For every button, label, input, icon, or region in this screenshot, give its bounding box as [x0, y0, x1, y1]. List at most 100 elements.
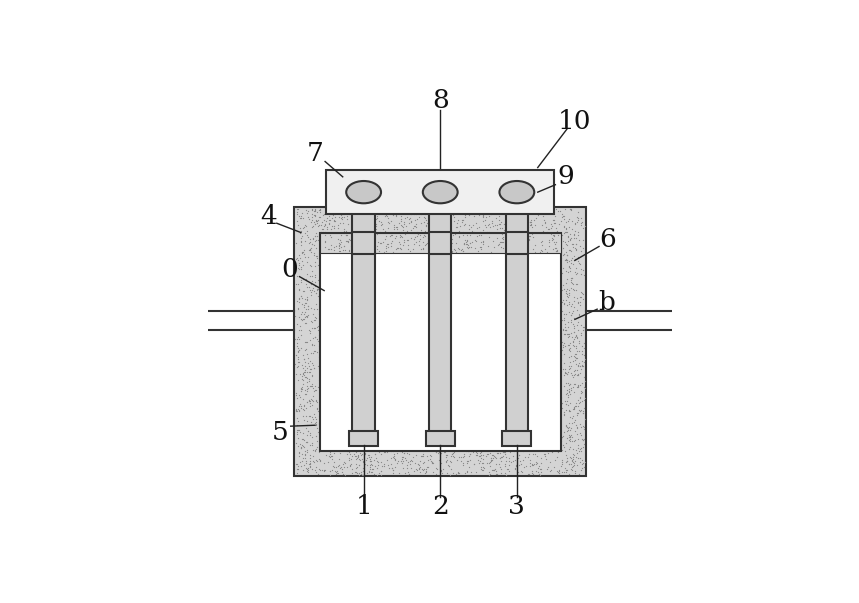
- Point: [564, 277, 577, 286]
- Point: [558, 329, 572, 339]
- Point: [466, 227, 480, 237]
- Point: [294, 236, 308, 245]
- Point: [570, 349, 583, 359]
- Point: [409, 238, 423, 247]
- Point: [461, 204, 475, 213]
- Point: [417, 451, 430, 461]
- Point: [426, 218, 440, 228]
- Point: [558, 446, 572, 456]
- Point: [564, 383, 578, 393]
- Point: [329, 462, 343, 472]
- Point: [485, 455, 499, 465]
- Point: [399, 221, 413, 231]
- Point: [562, 459, 576, 469]
- Point: [303, 450, 317, 460]
- Point: [461, 204, 475, 214]
- Point: [317, 215, 331, 225]
- Point: [565, 224, 579, 234]
- Point: [386, 463, 399, 473]
- Point: [563, 339, 576, 349]
- Point: [300, 349, 314, 358]
- Point: [563, 235, 576, 244]
- Point: [563, 357, 576, 367]
- Point: [557, 280, 570, 290]
- Point: [499, 470, 513, 479]
- Point: [571, 298, 585, 308]
- Point: [414, 204, 428, 214]
- Point: [561, 426, 575, 435]
- Point: [291, 417, 305, 426]
- Point: [528, 449, 542, 458]
- Point: [306, 396, 320, 406]
- Point: [314, 204, 327, 214]
- Point: [344, 454, 358, 464]
- Point: [482, 444, 496, 454]
- Point: [534, 467, 548, 477]
- Point: [307, 323, 320, 333]
- Point: [393, 216, 407, 226]
- Point: [391, 459, 405, 469]
- Point: [360, 455, 374, 464]
- Point: [383, 231, 397, 241]
- Point: [363, 212, 377, 221]
- Point: [371, 458, 385, 467]
- Point: [427, 232, 441, 242]
- Point: [337, 207, 350, 217]
- Point: [576, 396, 589, 406]
- Point: [361, 450, 375, 460]
- Point: [295, 212, 308, 221]
- Point: [303, 235, 317, 244]
- Point: [569, 330, 582, 339]
- Point: [444, 205, 458, 215]
- Point: [466, 459, 480, 469]
- Point: [575, 388, 588, 398]
- Point: [557, 237, 571, 247]
- Point: [353, 449, 367, 458]
- Point: [367, 212, 381, 222]
- Point: [411, 459, 424, 469]
- Point: [290, 271, 304, 280]
- Point: [434, 458, 448, 468]
- Point: [289, 334, 302, 344]
- Point: [444, 241, 458, 251]
- Point: [322, 218, 336, 227]
- Point: [532, 461, 545, 471]
- Point: [305, 209, 319, 219]
- Text: 8: 8: [432, 87, 448, 113]
- Point: [337, 458, 350, 467]
- Point: [295, 386, 308, 396]
- Point: [497, 219, 511, 229]
- Point: [467, 209, 481, 218]
- Bar: [320, 233, 561, 253]
- Point: [576, 455, 589, 465]
- Point: [494, 453, 508, 463]
- Point: [499, 241, 513, 251]
- Point: [502, 456, 515, 466]
- Point: [564, 385, 578, 394]
- Point: [553, 403, 567, 413]
- Point: [313, 206, 326, 215]
- Point: [555, 315, 569, 325]
- Point: [474, 464, 488, 473]
- Point: [425, 457, 439, 467]
- Point: [399, 455, 412, 465]
- Point: [295, 403, 308, 413]
- Point: [574, 392, 588, 402]
- Point: [569, 244, 582, 254]
- Point: [304, 279, 318, 288]
- Point: [577, 382, 591, 392]
- Point: [308, 286, 321, 295]
- Point: [449, 469, 463, 478]
- Point: [476, 210, 490, 220]
- Point: [430, 237, 443, 247]
- Point: [436, 218, 450, 228]
- Point: [410, 219, 423, 229]
- Point: [527, 470, 540, 479]
- Point: [572, 358, 586, 368]
- Point: [306, 309, 320, 318]
- Point: [411, 229, 424, 239]
- Point: [577, 462, 591, 472]
- Point: [570, 239, 583, 249]
- Point: [351, 217, 365, 227]
- Point: [458, 449, 472, 459]
